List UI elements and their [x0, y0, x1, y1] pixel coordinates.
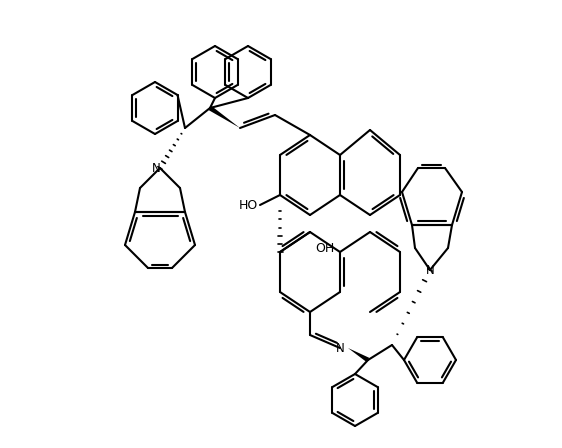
Polygon shape [348, 348, 369, 362]
Text: N: N [336, 341, 345, 354]
Polygon shape [209, 106, 240, 128]
Text: OH: OH [315, 241, 334, 254]
Text: N: N [425, 263, 434, 276]
Text: N: N [152, 161, 160, 175]
Text: HO: HO [238, 198, 257, 211]
